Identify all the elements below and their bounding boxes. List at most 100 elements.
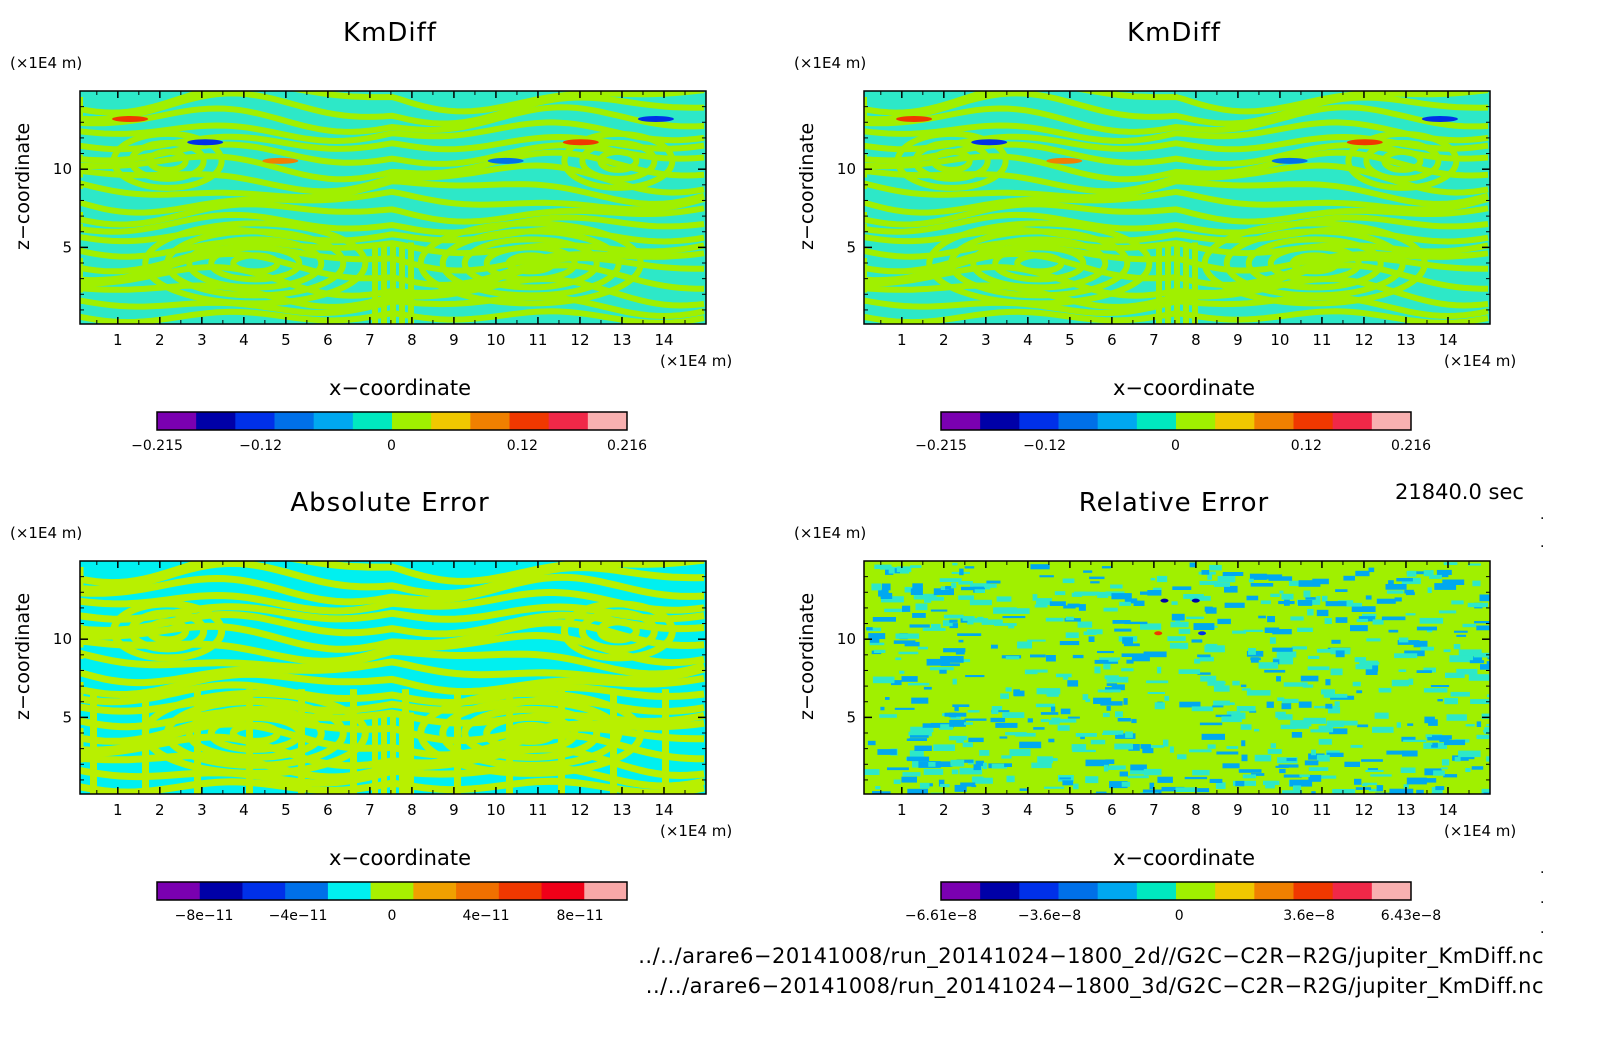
field-patch (964, 566, 975, 569)
field-roll (578, 609, 658, 653)
margin-dot: . (1540, 921, 1545, 937)
field-patch (1431, 787, 1443, 794)
field-patch (923, 768, 944, 775)
field-patch (1442, 579, 1465, 585)
field-patch (1398, 637, 1409, 643)
field-patch (1169, 642, 1189, 649)
field-patch (1458, 649, 1482, 656)
field-patch (1009, 608, 1030, 614)
colorbar-swatch (157, 882, 201, 900)
colorbar-frame (940, 881, 1412, 901)
field-patch (1161, 786, 1185, 792)
field-patch (909, 624, 930, 628)
field-patch (991, 706, 1003, 710)
panel-title: Absolute Error (290, 488, 490, 518)
field-patch (1254, 728, 1260, 732)
field-patch (1057, 725, 1070, 731)
field-patch (1046, 690, 1053, 697)
field-patch (913, 593, 937, 600)
field-patch (991, 644, 998, 649)
field-roll (912, 139, 991, 182)
field-patch (1111, 593, 1132, 600)
field-patch (1335, 617, 1348, 623)
field-patch (1303, 590, 1311, 598)
field-patch (1394, 653, 1418, 659)
field-patch (940, 663, 960, 667)
field-patch (1130, 770, 1152, 775)
field-patch (1127, 775, 1149, 779)
field-patch (1260, 600, 1271, 605)
z-tick-label: 5 (62, 708, 72, 726)
field-roll (1014, 252, 1065, 275)
field-patch (1221, 716, 1242, 723)
x-tick-label: 12 (1354, 801, 1373, 819)
field-patch (1030, 564, 1050, 570)
field-roll (560, 600, 676, 662)
field-stripe (506, 689, 513, 794)
field-patch (1381, 616, 1406, 621)
field-patch (1397, 640, 1420, 645)
field-patch (929, 667, 954, 671)
field-patch (1413, 640, 1428, 648)
field-patch (1290, 720, 1307, 727)
field-roll (230, 252, 281, 275)
field-patch (1044, 786, 1065, 789)
field-patch (1334, 701, 1340, 707)
field-patch (1054, 591, 1066, 596)
z-tick-label: 5 (846, 238, 856, 256)
colorbar-tick-label: −8e−11 (175, 908, 234, 924)
field-patch (1027, 639, 1046, 642)
field-patch (1275, 711, 1286, 718)
field-patch (1248, 648, 1256, 655)
field-patch (1444, 697, 1458, 705)
x-tick-label: 11 (1312, 801, 1331, 819)
field-patch (1179, 701, 1201, 708)
field-patch (1366, 638, 1381, 642)
field-patch (1398, 669, 1407, 672)
field-patch (933, 588, 954, 596)
field-patch (1344, 761, 1360, 767)
field-patch (912, 613, 926, 618)
colorbar-tick-label: 6.43e−8 (1381, 908, 1441, 924)
field-patch (898, 651, 919, 655)
field-patch (1280, 724, 1297, 730)
field-roll (461, 236, 600, 291)
field-patch (1481, 713, 1490, 719)
x-tick-label: 13 (1396, 801, 1415, 819)
field-patch (1140, 623, 1162, 630)
field-patch (1082, 694, 1089, 700)
field-patch (1430, 685, 1450, 688)
x-tick-label: 9 (449, 801, 459, 819)
field-patch (1365, 669, 1378, 675)
field-patch (864, 769, 880, 775)
field-patch (1086, 629, 1103, 635)
field-stripe (1156, 242, 1162, 324)
field-stripe (399, 242, 405, 324)
field-patch (1213, 582, 1230, 587)
field-roll (926, 220, 1153, 307)
field-patch (1361, 759, 1383, 762)
field-patch (1405, 591, 1415, 596)
field-patch (1150, 577, 1156, 581)
x-tick-label: 5 (1065, 331, 1075, 349)
colorbar-swatch (157, 412, 197, 430)
field-patch (1307, 666, 1330, 671)
field-patch (939, 784, 950, 788)
field-patch (887, 767, 909, 771)
x-tick-label: 8 (407, 331, 417, 349)
field-patch (1403, 784, 1409, 789)
field-patch (1318, 738, 1332, 745)
field-patch (1423, 570, 1434, 577)
x-tick-label: 6 (323, 331, 333, 349)
field-patch (1209, 778, 1223, 783)
field-roll (128, 609, 208, 653)
field-patch (933, 744, 955, 751)
field-patch (1437, 699, 1443, 702)
colorbar-swatch (370, 882, 414, 900)
field-patch (1400, 767, 1416, 773)
x-tick-label: 3 (981, 801, 991, 819)
field-patch (1032, 594, 1038, 601)
field-patch (1372, 619, 1384, 625)
field-patch (1454, 630, 1468, 633)
